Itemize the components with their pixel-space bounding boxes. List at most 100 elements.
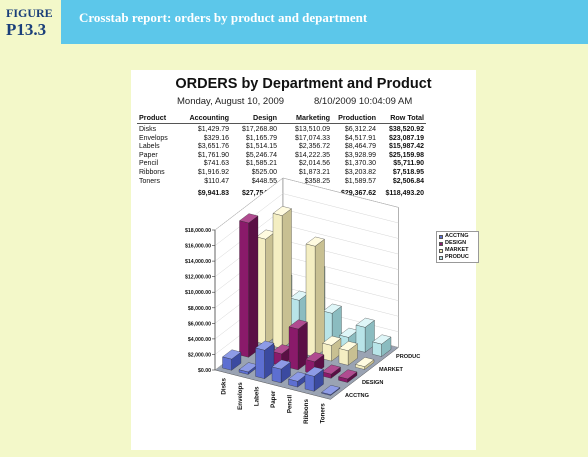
y-tick-label: $8,000.00 [188, 306, 211, 312]
bar [321, 392, 331, 396]
value-cell: $1,165.79 [245, 134, 277, 142]
legend-item: ACCTNG [439, 233, 476, 240]
legend-label: MARKET [445, 247, 469, 253]
bar [239, 220, 249, 358]
legend-swatch [439, 241, 443, 246]
report-title: ORDERS by Department and Product [175, 76, 432, 92]
value-cell: $5,711.90 [393, 160, 424, 168]
total-cell: $9,941.83 [197, 190, 229, 198]
figure-number: P13.3 [6, 20, 47, 39]
column-header: Marketing [279, 113, 332, 124]
value-cell: $1,585.21 [245, 160, 277, 168]
legend-label: PRODUC [445, 254, 469, 260]
orders-3d-bar-chart: $0.00 $2,000.00 $4,000.00 $6,000.00 $8,000.0… [185, 177, 420, 424]
value-cell: $741.63 [203, 160, 229, 168]
table-row: Disks $1,429.79 $17,268.80 $13,510.09 $6,312… [137, 124, 426, 135]
value-cell: $1,873.21 [298, 168, 330, 176]
bar [355, 364, 365, 370]
figure-header: FIGURE P13.3 Crosstab report: orders by … [0, 0, 588, 44]
value-cell: $3,651.76 [197, 143, 229, 151]
value-cell: $110.47 [204, 177, 229, 185]
value-cell: $1,589.57 [344, 177, 376, 185]
legend-label: ACCTNG [445, 233, 469, 239]
figure-title: Crosstab report: orders by product and d… [79, 10, 368, 25]
value-cell: $525.00 [251, 168, 277, 176]
y-tick-label: $10,000.00 [185, 290, 211, 296]
total-cell: $29,367.62 [340, 190, 376, 198]
x-tick-label: Toners [319, 403, 326, 424]
total-cell: $27,754.24 [241, 190, 277, 198]
report-timestamp: 8/10/2009 10:04:09 AM [314, 96, 413, 107]
legend-item: MARKET [439, 247, 476, 254]
column-header: Row Total [378, 113, 426, 124]
value-cell: $38,520.92 [388, 126, 424, 133]
x-tick-label: Paper [270, 390, 277, 408]
bar [288, 326, 299, 371]
value-cell: $14,222.35 [294, 151, 330, 159]
gridline [214, 177, 399, 231]
product-cell: Toners [139, 177, 161, 185]
depth-axis-label: PRODUC [396, 354, 420, 360]
product-cell: Labels [139, 143, 160, 151]
value-cell: $2,014.56 [298, 160, 330, 168]
product-cell: Ribbons [139, 168, 165, 176]
value-cell: $4,517.91 [344, 134, 376, 142]
y-tick-label: $18,000.00 [185, 228, 211, 234]
bar [338, 348, 349, 366]
y-tick-label: $12,000.00 [185, 275, 211, 281]
table-row: Toners $110.47 $448.55 $358.25 $1,589.57 $2,5… [137, 178, 426, 187]
bar [288, 378, 298, 388]
product-cell: Disks [139, 126, 157, 133]
column-header: Production [332, 113, 378, 124]
y-tick-label: $4,000.00 [188, 337, 211, 343]
x-tick-label: Envelops [237, 382, 244, 410]
value-cell: $448.55 [251, 177, 277, 185]
product-cell: Paper [139, 151, 158, 159]
bar [304, 373, 315, 392]
table-header-row: Product Accounting Design Marketing Prod… [137, 113, 426, 124]
value-cell: $329.16 [203, 134, 229, 142]
figure-label: FIGURE [6, 6, 53, 20]
value-cell: $17,074.33 [294, 134, 330, 142]
y-tick-label: $16,000.00 [185, 244, 211, 250]
total-cell: $118,493.20 [385, 190, 424, 198]
value-cell: $15,987.42 [388, 143, 424, 151]
bar [338, 376, 348, 383]
product-cell: Envelops [139, 134, 168, 142]
value-cell: $1,761.90 [197, 151, 229, 159]
value-cell: $6,312.24 [344, 126, 376, 133]
legend-item: PRODUC [439, 254, 476, 261]
value-cell: $8,464.79 [344, 143, 376, 151]
bar-side [314, 238, 325, 358]
value-cell: $2,356.72 [298, 143, 330, 151]
y-tick-label: $0.00 [198, 368, 211, 374]
depth-axis-label: ACCTNG [345, 393, 369, 399]
x-tick-label: Labels [253, 386, 260, 406]
value-cell: $7,518.95 [392, 168, 424, 176]
value-cell: $23,087.19 [388, 134, 424, 142]
bar [255, 347, 265, 379]
value-cell: $2,506.84 [392, 177, 424, 185]
legend-label: DESIGN [445, 240, 467, 246]
bar [238, 369, 249, 375]
bar-side [248, 215, 259, 358]
value-cell: $1,916.92 [197, 168, 229, 176]
value-cell: $5,246.74 [245, 151, 277, 159]
value-cell: $1,429.79 [197, 126, 229, 133]
y-tick-label: $6,000.00 [188, 321, 211, 327]
column-header: Design [231, 113, 279, 124]
bar [322, 343, 332, 362]
value-cell: $25,159.98 [388, 151, 424, 159]
value-cell: $1,370.30 [344, 160, 376, 168]
report-date: Monday, August 10, 2009 [177, 96, 285, 107]
table-row: Ribbons $1,916.92 $525.00 $1,873.21 $3,203.8… [137, 169, 426, 178]
bar [372, 341, 382, 357]
x-tick-label: Pencil [286, 395, 293, 414]
table-row: Envelops $329.16 $1,165.79 $17,074.33 $4,517… [137, 135, 426, 144]
legend-swatch [439, 234, 443, 239]
product-cell: Pencil [139, 160, 159, 168]
value-cell: $13,510.09 [294, 126, 330, 133]
value-cell: $3,203.82 [344, 168, 376, 176]
figure-label-box: FIGURE P13.3 [0, 0, 61, 44]
table-row: Pencil $741.63 $1,585.21 $2,014.56 $1,370.30… [137, 160, 426, 169]
